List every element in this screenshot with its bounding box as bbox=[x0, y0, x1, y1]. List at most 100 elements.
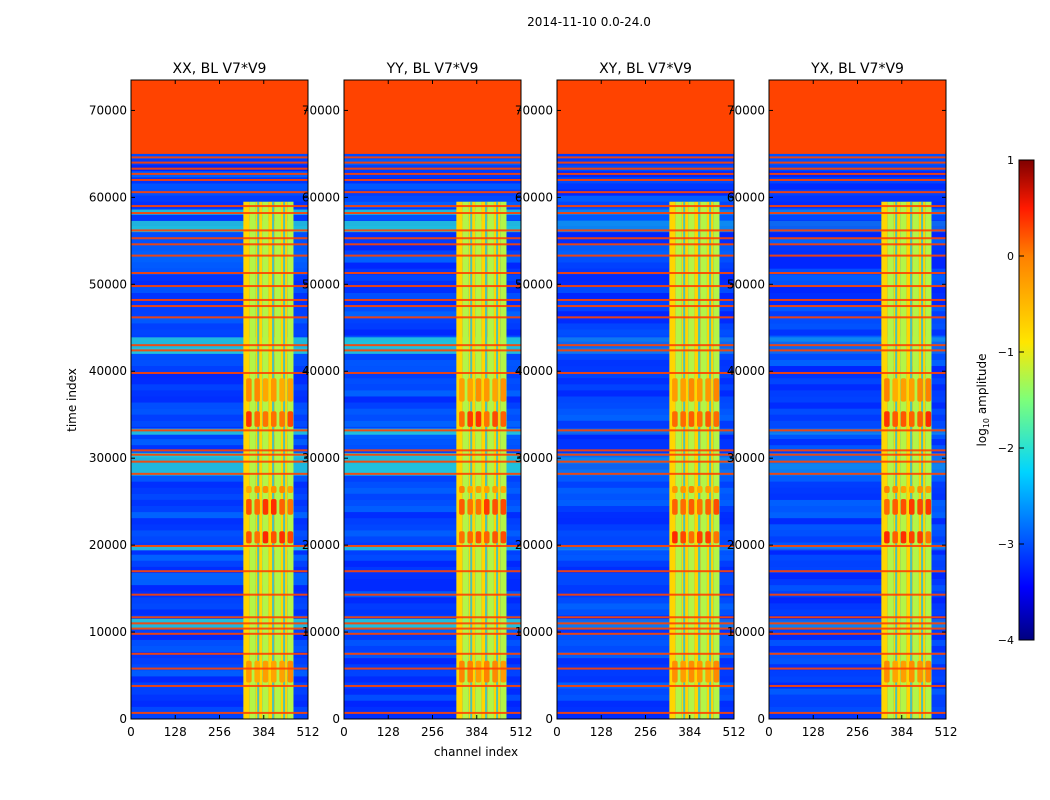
noise-stripe bbox=[131, 420, 308, 427]
y-tick-label: 30000 bbox=[727, 451, 765, 465]
noise-stripe bbox=[769, 183, 946, 190]
noise-stripe bbox=[344, 499, 521, 506]
noise-stripe bbox=[344, 359, 521, 367]
noise-stripe bbox=[131, 293, 308, 300]
y-tick-label: 70000 bbox=[302, 103, 340, 117]
flag-line bbox=[131, 285, 308, 288]
noise-stripe bbox=[344, 293, 521, 300]
high-amplitude-block bbox=[254, 499, 260, 515]
noise-stripe bbox=[769, 572, 946, 580]
flag-line bbox=[131, 453, 308, 456]
flag-line bbox=[344, 632, 521, 635]
noise-stripe bbox=[344, 670, 521, 677]
high-amplitude-block bbox=[287, 411, 294, 427]
noise-stripe bbox=[344, 688, 521, 695]
colorbar-ticks: 1 0 −1 −2 −3 −4 bbox=[998, 154, 1024, 647]
noise-stripe bbox=[557, 335, 734, 342]
rfi-band bbox=[769, 428, 946, 435]
noise-stripe bbox=[344, 299, 521, 306]
noise-stripe bbox=[344, 274, 521, 281]
noise-stripe bbox=[769, 506, 946, 513]
noise-stripe bbox=[769, 487, 946, 494]
noise-stripe bbox=[344, 268, 521, 275]
noise-stripe bbox=[557, 524, 734, 531]
figure-suptitle: 2014-11-10 0.0-24.0 bbox=[527, 15, 651, 29]
noise-stripe bbox=[344, 700, 521, 707]
flag-line bbox=[557, 167, 734, 170]
high-amplitude-block bbox=[688, 499, 695, 515]
rfi-band bbox=[131, 428, 308, 435]
noise-stripe bbox=[344, 262, 521, 269]
flag-line bbox=[131, 344, 308, 347]
flag-line bbox=[131, 593, 308, 596]
noise-stripe bbox=[344, 353, 521, 360]
noise-stripe bbox=[557, 463, 734, 470]
noise-stripe bbox=[131, 530, 308, 537]
noise-stripe bbox=[557, 536, 734, 543]
band-gap bbox=[272, 201, 275, 719]
flag-line bbox=[344, 167, 521, 170]
high-amplitude-block bbox=[287, 660, 294, 683]
high-amplitude-block bbox=[680, 378, 686, 402]
flag-line bbox=[557, 453, 734, 456]
flag-line bbox=[131, 349, 308, 352]
rfi-channel-column bbox=[475, 201, 482, 719]
noise-stripe bbox=[344, 524, 521, 531]
noise-stripe bbox=[131, 700, 308, 707]
noise-stripe bbox=[557, 201, 734, 208]
y-tick-label: 40000 bbox=[302, 364, 340, 378]
band-gap bbox=[895, 201, 898, 719]
high-amplitude-block bbox=[909, 411, 915, 427]
noise-stripe bbox=[344, 323, 521, 330]
noise-stripe bbox=[557, 627, 734, 634]
flag-line bbox=[557, 298, 734, 301]
high-amplitude-block bbox=[500, 499, 507, 515]
noise-stripe bbox=[344, 305, 521, 312]
noise-stripe bbox=[769, 627, 946, 634]
high-amplitude-block bbox=[246, 660, 252, 683]
noise-stripe bbox=[344, 530, 521, 537]
high-amplitude-block bbox=[484, 499, 490, 515]
colorbar-label: log10 amplitude bbox=[975, 354, 991, 447]
flag-line bbox=[769, 243, 946, 246]
flag-line bbox=[131, 305, 308, 308]
noise-stripe bbox=[769, 207, 946, 214]
noise-stripe bbox=[131, 670, 308, 677]
noise-stripe bbox=[131, 280, 308, 287]
noise-stripe bbox=[557, 493, 734, 500]
high-amplitude-block bbox=[484, 378, 490, 402]
noise-stripe bbox=[344, 408, 521, 415]
x-tick-label: 384 bbox=[678, 725, 701, 739]
noise-stripe bbox=[344, 518, 521, 525]
noise-stripe bbox=[557, 323, 734, 330]
flag-line bbox=[557, 449, 734, 452]
flag-line bbox=[769, 167, 946, 170]
flag-line bbox=[131, 298, 308, 301]
high-amplitude-block bbox=[900, 531, 907, 544]
flag-line bbox=[131, 167, 308, 170]
flag-line bbox=[344, 453, 521, 456]
high-amplitude-block bbox=[475, 411, 482, 427]
high-amplitude-block bbox=[672, 378, 678, 402]
noise-stripe bbox=[344, 609, 521, 616]
high-amplitude-block bbox=[917, 378, 923, 402]
flag-line bbox=[557, 622, 734, 625]
flag-line bbox=[344, 305, 521, 308]
x-tick-label: 384 bbox=[252, 725, 275, 739]
noise-stripe bbox=[769, 603, 946, 610]
flag-line bbox=[769, 254, 946, 257]
noise-stripe bbox=[557, 664, 734, 671]
noise-stripe bbox=[769, 293, 946, 300]
high-amplitude-block bbox=[492, 660, 498, 683]
rfi-channel-column bbox=[700, 201, 707, 719]
flagged-region bbox=[769, 80, 946, 154]
noise-stripe bbox=[344, 506, 521, 513]
flag-line bbox=[557, 349, 734, 352]
noise-stripe bbox=[557, 390, 734, 397]
high-amplitude-block bbox=[271, 531, 277, 544]
high-amplitude-block bbox=[475, 499, 482, 515]
noise-stripe bbox=[131, 414, 308, 421]
high-amplitude-block bbox=[254, 411, 260, 427]
rfi-channel-column bbox=[906, 201, 913, 719]
flag-line bbox=[344, 272, 521, 275]
